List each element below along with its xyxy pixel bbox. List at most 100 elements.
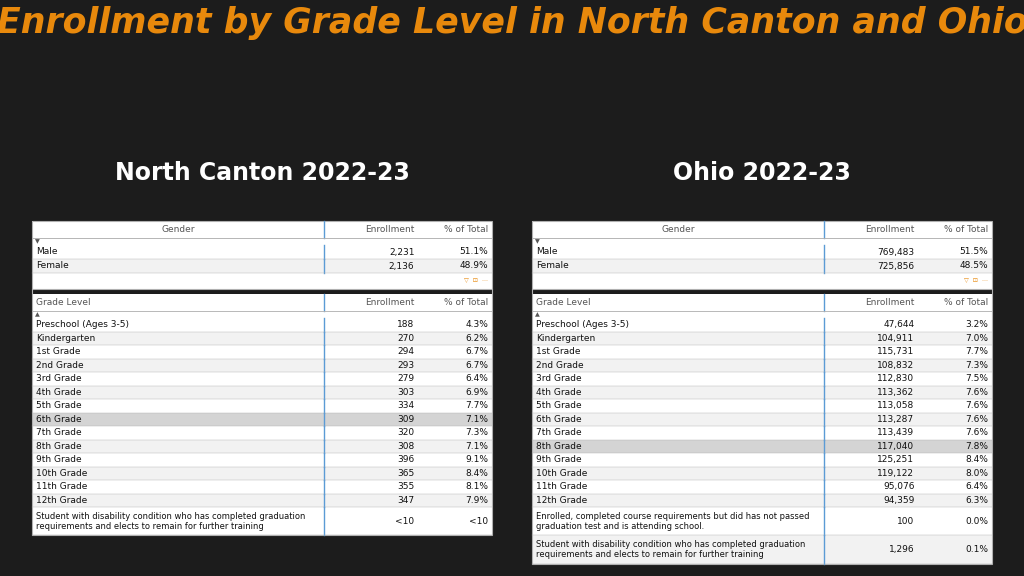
Text: 4.3%: 4.3% xyxy=(465,320,488,329)
Text: 12th Grade: 12th Grade xyxy=(36,496,87,505)
Text: Male: Male xyxy=(536,248,557,256)
Text: 12th Grade: 12th Grade xyxy=(536,496,587,505)
Text: 48.9%: 48.9% xyxy=(460,262,488,271)
Text: % of Total: % of Total xyxy=(443,298,488,307)
Bar xyxy=(32,385,492,399)
Text: 8.4%: 8.4% xyxy=(966,455,988,464)
Bar xyxy=(32,259,492,273)
Text: 6.2%: 6.2% xyxy=(465,334,488,343)
Text: 5th Grade: 5th Grade xyxy=(536,401,582,410)
Text: 396: 396 xyxy=(397,455,415,464)
Text: % of Total: % of Total xyxy=(443,225,488,234)
Bar xyxy=(532,385,992,399)
Bar xyxy=(532,245,992,259)
Bar xyxy=(32,507,492,535)
Bar xyxy=(532,412,992,426)
Text: graduation test and is attending school.: graduation test and is attending school. xyxy=(536,522,705,530)
Text: 334: 334 xyxy=(397,401,415,410)
Text: 6.9%: 6.9% xyxy=(465,388,488,397)
Text: 1,296: 1,296 xyxy=(889,545,914,554)
Bar xyxy=(32,221,492,238)
Text: 9th Grade: 9th Grade xyxy=(536,455,582,464)
Text: Enrollment: Enrollment xyxy=(865,225,914,234)
Text: 303: 303 xyxy=(397,388,415,397)
Text: Female: Female xyxy=(536,262,568,271)
Bar xyxy=(32,372,492,385)
Text: 4th Grade: 4th Grade xyxy=(536,388,582,397)
Text: 7th Grade: 7th Grade xyxy=(36,428,82,437)
Text: 2nd Grade: 2nd Grade xyxy=(36,361,84,370)
Text: 6.4%: 6.4% xyxy=(465,374,488,383)
Text: % of Total: % of Total xyxy=(944,225,988,234)
Text: 0.1%: 0.1% xyxy=(965,545,988,554)
Bar xyxy=(32,467,492,480)
Bar xyxy=(532,318,992,332)
Text: Student with disability condition who has completed graduation: Student with disability condition who ha… xyxy=(536,540,805,549)
Text: ▲: ▲ xyxy=(35,312,40,317)
Text: 8th Grade: 8th Grade xyxy=(36,442,82,451)
Text: 7.8%: 7.8% xyxy=(965,442,988,451)
Bar xyxy=(532,399,992,412)
Text: Gender: Gender xyxy=(162,225,195,234)
Text: 108,832: 108,832 xyxy=(878,361,914,370)
Text: 10th Grade: 10th Grade xyxy=(536,469,588,478)
Text: 48.5%: 48.5% xyxy=(959,262,988,271)
Text: 8.1%: 8.1% xyxy=(465,482,488,491)
Text: 6.4%: 6.4% xyxy=(966,482,988,491)
Text: Grade Level: Grade Level xyxy=(536,298,591,307)
Bar xyxy=(532,439,992,453)
Bar xyxy=(532,259,992,273)
Text: 7.1%: 7.1% xyxy=(465,415,488,424)
Text: 117,040: 117,040 xyxy=(878,442,914,451)
Text: 347: 347 xyxy=(397,496,415,505)
Text: 7.7%: 7.7% xyxy=(965,347,988,356)
Text: 8th Grade: 8th Grade xyxy=(536,442,582,451)
Text: 309: 309 xyxy=(397,415,415,424)
Text: 100: 100 xyxy=(897,517,914,526)
Text: Enrolled, completed course requirements but did has not passed: Enrolled, completed course requirements … xyxy=(536,511,810,521)
Text: 6.7%: 6.7% xyxy=(465,347,488,356)
Bar xyxy=(532,221,992,564)
Text: 113,439: 113,439 xyxy=(878,428,914,437)
Text: Male: Male xyxy=(36,248,57,256)
Text: 2,136: 2,136 xyxy=(389,262,415,271)
Text: 3rd Grade: 3rd Grade xyxy=(36,374,82,383)
Bar xyxy=(532,494,992,507)
Text: <10: <10 xyxy=(469,517,488,526)
Text: 5th Grade: 5th Grade xyxy=(36,401,82,410)
Text: 8.4%: 8.4% xyxy=(465,469,488,478)
Text: Gender: Gender xyxy=(662,225,695,234)
Text: 4th Grade: 4th Grade xyxy=(36,388,82,397)
Bar xyxy=(32,345,492,358)
Text: North Canton 2022-23: North Canton 2022-23 xyxy=(115,161,410,185)
Text: ▽  ⊡  ···: ▽ ⊡ ··· xyxy=(964,279,988,283)
Text: Female: Female xyxy=(36,262,69,271)
Text: 112,830: 112,830 xyxy=(878,374,914,383)
Text: 2nd Grade: 2nd Grade xyxy=(536,361,584,370)
Text: 7.6%: 7.6% xyxy=(965,388,988,397)
Text: 1st Grade: 1st Grade xyxy=(36,347,81,356)
Text: ▽  ⊡  ···: ▽ ⊡ ··· xyxy=(464,279,488,283)
Text: 47,644: 47,644 xyxy=(884,320,914,329)
Text: 7.9%: 7.9% xyxy=(465,496,488,505)
Text: 8.0%: 8.0% xyxy=(965,469,988,478)
Text: 104,911: 104,911 xyxy=(878,334,914,343)
Text: 7.6%: 7.6% xyxy=(965,428,988,437)
Text: Enrollment: Enrollment xyxy=(365,298,415,307)
Text: 7.3%: 7.3% xyxy=(465,428,488,437)
Text: Preschool (Ages 3-5): Preschool (Ages 3-5) xyxy=(536,320,629,329)
Text: Ohio 2022-23: Ohio 2022-23 xyxy=(673,161,851,185)
Text: requirements and elects to remain for further training: requirements and elects to remain for fu… xyxy=(36,522,264,530)
Text: 125,251: 125,251 xyxy=(878,455,914,464)
Text: Enrollment: Enrollment xyxy=(365,225,415,234)
Text: 308: 308 xyxy=(397,442,415,451)
Text: 7.5%: 7.5% xyxy=(965,374,988,383)
Text: 113,287: 113,287 xyxy=(878,415,914,424)
Text: 7.3%: 7.3% xyxy=(965,361,988,370)
Text: 3.2%: 3.2% xyxy=(966,320,988,329)
Bar xyxy=(532,467,992,480)
Text: 6.3%: 6.3% xyxy=(965,496,988,505)
Bar xyxy=(532,372,992,385)
Text: 7.7%: 7.7% xyxy=(465,401,488,410)
Bar xyxy=(32,273,492,289)
